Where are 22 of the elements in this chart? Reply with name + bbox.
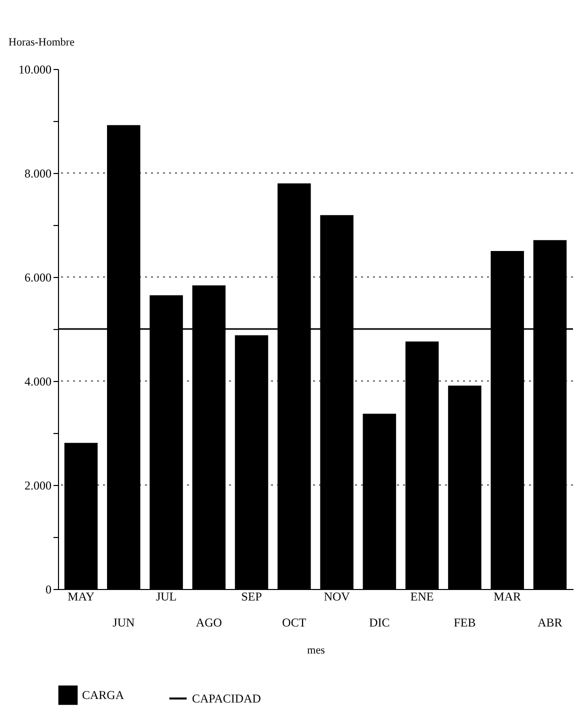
x-tick-label: MAR [494, 590, 522, 604]
x-tick-label: MAY [68, 590, 95, 604]
x-tick-label: ABR [538, 616, 562, 630]
text: 0 [46, 582, 52, 596]
x-axis-title: mes [307, 644, 325, 656]
y-tick-label: 4.000 [24, 374, 52, 388]
x-tick-label: SEP [241, 590, 262, 604]
x-tick-label: JUN [112, 616, 135, 630]
legend-label: CARGA [82, 688, 124, 702]
x-tick-label: AGO [196, 616, 222, 630]
x-tick-label: JUL [156, 590, 177, 604]
y-tick-label: 8.000 [24, 166, 52, 180]
legend-label: CAPACIDAD [192, 692, 262, 706]
y-tick-label: 2.000 [24, 478, 52, 492]
x-tick-label: OCT [282, 616, 307, 630]
x-tick-label: NOV [324, 590, 350, 604]
y-axis-title: Horas-Hombre [8, 36, 75, 48]
x-tick-label: FEB [454, 616, 476, 630]
x-tick-label: DIC [369, 616, 390, 630]
x-tick-label: ENE [410, 590, 434, 604]
y-tick-label: 10.000 [18, 62, 52, 76]
y-tick-label: 6.000 [24, 270, 52, 284]
